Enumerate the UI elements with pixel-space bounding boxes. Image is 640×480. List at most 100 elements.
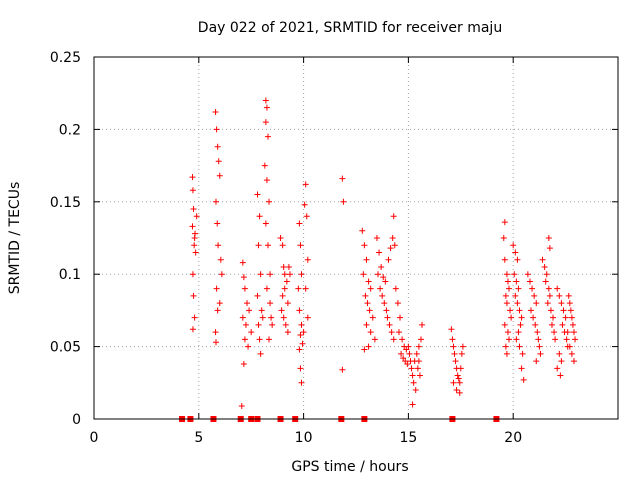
data-point xyxy=(298,321,305,328)
data-point xyxy=(544,300,551,307)
data-point xyxy=(533,300,540,307)
data-point xyxy=(455,375,462,382)
data-point xyxy=(239,314,246,321)
data-point xyxy=(541,263,548,270)
data-point xyxy=(404,360,411,367)
data-point xyxy=(281,271,288,278)
data-point xyxy=(451,350,458,357)
data-point xyxy=(501,219,508,226)
chart-title: Day 022 of 2021, SRMTID for receiver maj… xyxy=(198,20,502,36)
data-point xyxy=(507,307,514,314)
data-point xyxy=(520,376,527,383)
data-point xyxy=(546,245,553,252)
data-point xyxy=(512,292,519,299)
data-point xyxy=(385,256,392,263)
data-point xyxy=(380,274,387,281)
data-point xyxy=(566,300,573,307)
data-point xyxy=(504,329,511,336)
data-point xyxy=(542,278,549,285)
data-point xyxy=(191,314,198,321)
data-point xyxy=(414,365,421,372)
data-point xyxy=(216,172,223,179)
data-point xyxy=(215,158,222,165)
grid xyxy=(94,57,618,419)
data-point xyxy=(572,336,579,343)
data-point xyxy=(264,242,271,249)
data-point xyxy=(516,307,523,314)
data-point xyxy=(189,326,196,333)
x-tick-label: 5 xyxy=(194,430,203,446)
data-point xyxy=(557,372,564,379)
data-point xyxy=(387,245,394,252)
data-point xyxy=(300,329,307,336)
data-point xyxy=(241,336,248,343)
data-point xyxy=(454,372,461,379)
data-point xyxy=(514,256,521,263)
data-point xyxy=(550,314,557,321)
x-tick-label: 15 xyxy=(399,430,417,446)
y-tick-label: 0.1 xyxy=(59,267,81,283)
data-point xyxy=(449,336,456,343)
data-point xyxy=(189,187,196,194)
data-point xyxy=(412,387,419,394)
data-point xyxy=(192,230,199,237)
data-point xyxy=(409,372,416,379)
data-point xyxy=(245,343,252,350)
data-point xyxy=(246,307,253,314)
data-point xyxy=(528,307,535,314)
data-point xyxy=(192,249,199,256)
data-point xyxy=(545,235,552,241)
data-point xyxy=(532,321,539,328)
data-point xyxy=(389,235,396,241)
data-point xyxy=(257,350,264,357)
data-point xyxy=(456,379,463,386)
data-point xyxy=(415,343,422,350)
data-point xyxy=(364,300,371,307)
data-point xyxy=(562,314,569,321)
data-point xyxy=(255,242,262,249)
data-point xyxy=(390,336,397,343)
data-point xyxy=(283,278,290,285)
data-point xyxy=(556,292,563,299)
data-point xyxy=(363,321,370,328)
data-point xyxy=(190,292,197,299)
data-point xyxy=(569,321,576,328)
data-point xyxy=(408,365,415,372)
data-point xyxy=(369,314,376,321)
data-point xyxy=(248,329,255,336)
data-point xyxy=(267,300,274,307)
data-point xyxy=(212,329,219,336)
data-point xyxy=(529,285,536,292)
data-point xyxy=(297,332,304,339)
data-point xyxy=(303,213,310,220)
data-point xyxy=(258,307,265,314)
data-point xyxy=(503,300,510,307)
data-point xyxy=(457,365,464,372)
data-point xyxy=(266,336,273,343)
y-axis-ticks: 0 0.05 0.1 0.15 0.2 0.25 xyxy=(50,50,618,428)
data-point xyxy=(391,242,398,249)
data-point xyxy=(410,379,417,386)
data-point xyxy=(506,285,513,292)
data-point xyxy=(502,292,509,299)
data-point xyxy=(281,285,288,292)
data-point xyxy=(193,213,200,220)
data-point xyxy=(280,263,287,270)
data-point xyxy=(535,336,542,343)
data-point xyxy=(365,278,372,285)
data-point xyxy=(501,321,508,328)
data-point xyxy=(524,271,531,278)
data-point xyxy=(238,402,245,409)
data-point xyxy=(284,300,291,307)
data-point xyxy=(340,198,347,205)
data-point xyxy=(558,358,565,365)
data-point xyxy=(278,307,285,314)
data-point xyxy=(297,365,304,372)
data-point xyxy=(254,292,261,299)
data-point xyxy=(213,126,220,133)
data-point xyxy=(239,259,246,266)
data-point xyxy=(558,300,565,307)
data-point xyxy=(365,343,372,350)
data-point xyxy=(301,201,308,208)
data-point xyxy=(452,358,459,365)
